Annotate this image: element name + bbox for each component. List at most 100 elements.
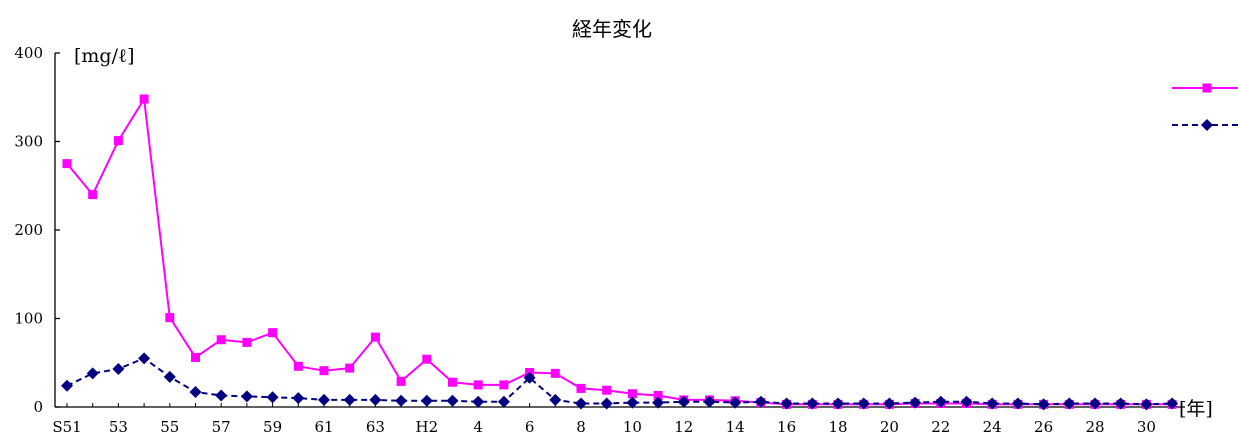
data-point <box>62 159 72 169</box>
data-point <box>473 380 483 390</box>
data-point <box>677 395 690 408</box>
data-point <box>343 393 356 406</box>
chart-title: 経年変化 <box>572 17 652 41</box>
data-point <box>806 397 819 410</box>
x-tick-label: 18 <box>828 418 847 436</box>
data-point <box>472 395 485 408</box>
x-tick-label: 28 <box>1085 418 1104 436</box>
data-point <box>729 396 742 409</box>
x-tick-label: 63 <box>366 418 385 436</box>
data-point <box>113 136 123 146</box>
y-axis-unit-label: [mg/ℓ] <box>74 45 135 67</box>
data-point <box>652 396 665 409</box>
data-point <box>575 397 587 410</box>
data-point <box>857 397 870 410</box>
data-point <box>550 368 560 378</box>
data-point <box>396 376 406 386</box>
x-tick-label: 4 <box>473 418 483 436</box>
series-2-line <box>66 357 1173 406</box>
x-tick-label: 10 <box>623 418 642 436</box>
data-point <box>600 397 613 410</box>
data-point <box>448 377 457 387</box>
y-tick-label: 400 <box>14 44 43 62</box>
data-point <box>1063 397 1076 410</box>
data-point <box>138 352 151 365</box>
data-point <box>191 352 200 362</box>
data-point <box>139 94 149 104</box>
x-tick-label: 22 <box>931 418 950 436</box>
legend <box>1172 83 1238 131</box>
data-point <box>165 313 175 323</box>
y-axis-ticks: 0 100 200 300 400 <box>14 44 60 416</box>
x-tick-label: 8 <box>576 418 586 436</box>
data-point <box>627 389 637 399</box>
data-point <box>934 395 947 408</box>
series-1 <box>62 94 1177 409</box>
data-point <box>370 332 380 342</box>
data-point <box>163 370 176 383</box>
data-point <box>240 390 253 403</box>
data-point <box>1011 397 1024 410</box>
data-point <box>1114 397 1127 410</box>
data-point <box>1089 397 1101 410</box>
data-point <box>549 393 562 406</box>
data-point <box>909 396 922 409</box>
x-tick-label: 6 <box>525 418 535 436</box>
data-point <box>497 395 510 408</box>
data-point <box>345 363 355 373</box>
data-point <box>292 392 305 405</box>
legend-marker <box>1202 83 1212 93</box>
data-point <box>61 379 73 392</box>
x-tick-label: 14 <box>726 418 745 436</box>
data-point <box>1140 398 1153 411</box>
data-point <box>602 385 612 395</box>
data-point <box>88 190 98 200</box>
data-point <box>215 389 228 402</box>
data-point <box>523 371 536 384</box>
x-tick-label: 24 <box>983 418 1002 436</box>
y-tick-label: 100 <box>14 310 43 328</box>
series-1-line <box>66 98 1173 406</box>
data-point <box>832 397 844 410</box>
data-point <box>986 397 999 410</box>
data-point <box>293 361 303 371</box>
data-point <box>369 393 382 406</box>
x-tick-label: 55 <box>160 418 179 436</box>
data-point <box>626 396 639 409</box>
data-point <box>499 380 509 390</box>
data-point <box>703 395 716 408</box>
data-point <box>86 367 99 380</box>
series-group <box>61 94 1179 411</box>
data-point <box>653 390 663 400</box>
data-point <box>576 383 586 393</box>
data-point <box>216 335 226 345</box>
data-point <box>960 395 973 408</box>
y-tick-label: 200 <box>14 221 43 239</box>
data-point <box>112 362 125 375</box>
x-axis-unit-label: [年] <box>1179 398 1213 420</box>
x-tick-label: 59 <box>263 418 282 436</box>
data-point <box>395 394 408 407</box>
legend-marker <box>1201 119 1213 131</box>
x-tick-label: 57 <box>212 418 231 436</box>
data-point <box>422 354 432 364</box>
x-tick-label: 20 <box>880 418 899 436</box>
y-tick-label: 0 <box>33 398 43 416</box>
data-point <box>268 328 278 338</box>
x-tick-label: 16 <box>777 418 796 436</box>
x-tick-label: 12 <box>674 418 693 436</box>
x-tick-label: S51 <box>52 418 81 436</box>
x-tick-label: 30 <box>1137 418 1156 436</box>
data-point <box>446 394 459 407</box>
data-point <box>242 337 252 347</box>
data-point <box>319 366 329 376</box>
x-tick-label: 61 <box>314 418 333 436</box>
data-point <box>189 385 202 398</box>
data-point <box>1166 397 1179 410</box>
data-point <box>883 397 896 410</box>
x-axis-ticks: S51 53 55 57 59 61 63 H2 4 6 8 10 12 14 16 18 20 22 24 26 28… <box>52 403 1173 436</box>
x-tick-label: H2 <box>415 418 438 436</box>
series-2 <box>61 352 1179 411</box>
x-tick-label: 53 <box>109 418 128 436</box>
